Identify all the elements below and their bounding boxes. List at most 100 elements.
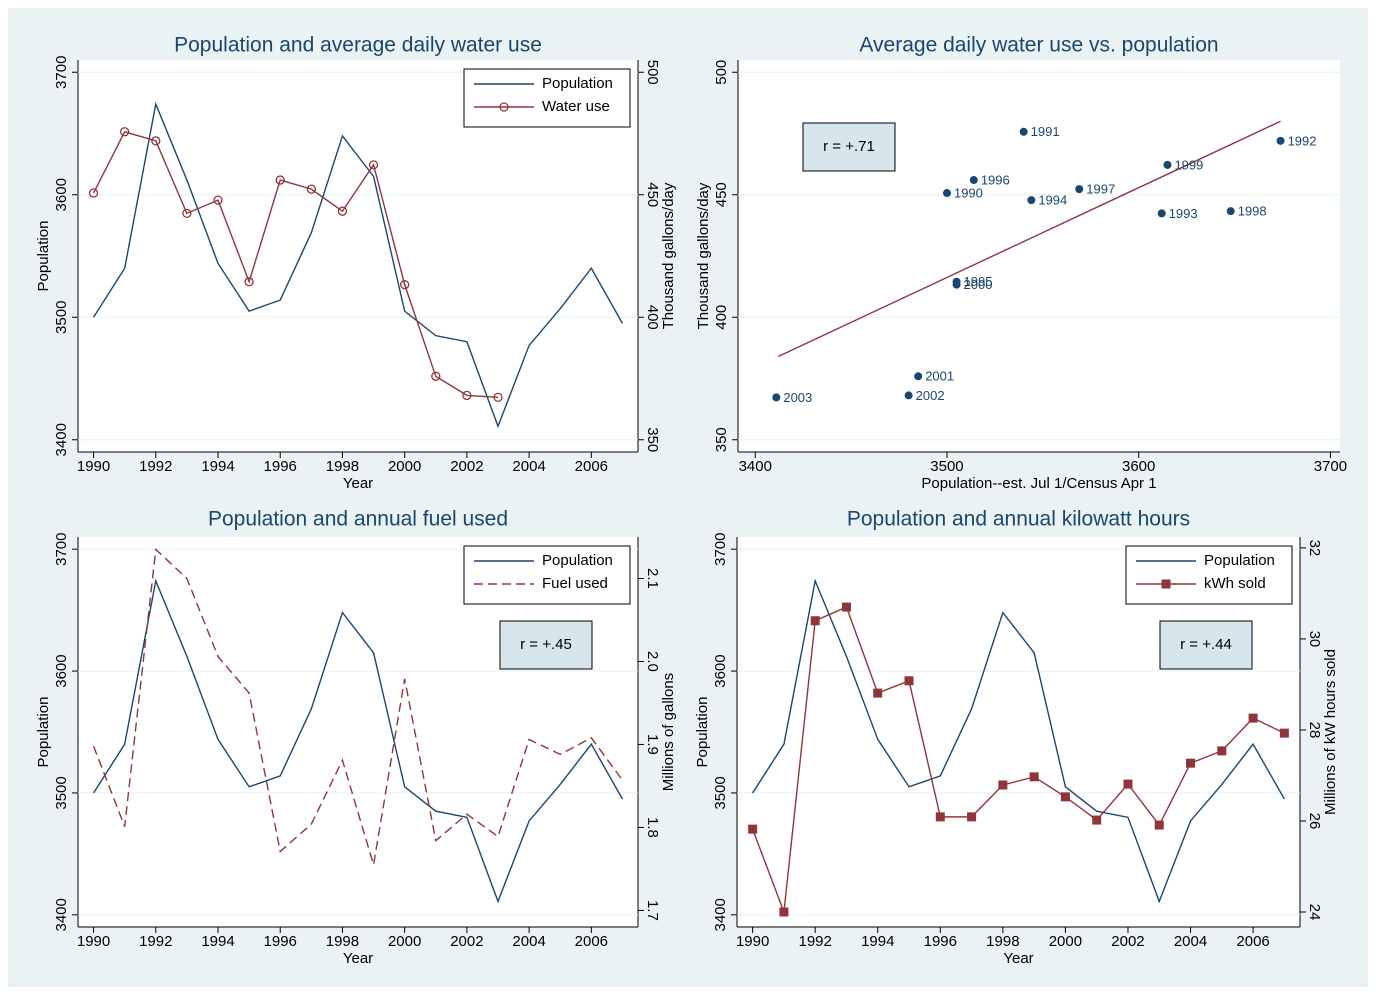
marker (493, 392, 503, 403)
marker (841, 602, 851, 612)
panel: Average daily water use vs. population 34… (695, 34, 1347, 492)
scatter-point (969, 176, 978, 185)
marker (337, 206, 348, 216)
point-label: 1993 (1169, 206, 1198, 221)
scatter-point (1226, 207, 1235, 216)
x-tick-label: 1996 (264, 458, 297, 475)
marker (182, 208, 192, 219)
marker (748, 824, 758, 834)
series-line (751, 606, 1285, 913)
x-tick-label: 2006 (575, 458, 608, 475)
chart-title: Population and average daily water use (174, 34, 542, 57)
y-tick-label: 3700 (712, 533, 729, 566)
marker (1060, 792, 1070, 802)
point-label: 1991 (1031, 124, 1060, 139)
scatter-point (1163, 160, 1172, 169)
panel: Population and average daily water use 19… (35, 34, 677, 492)
point-label: 1994 (1038, 193, 1067, 208)
marker (151, 136, 161, 146)
marker (1248, 713, 1258, 723)
x-tick-label: 1994 (201, 458, 234, 475)
plot-region (738, 60, 1340, 452)
y-tick-label: 3700 (53, 56, 70, 89)
x-tick-label: 2000 (1049, 933, 1082, 950)
x-tick-label: 1998 (986, 933, 1019, 950)
x-tick-label: 2000 (388, 458, 421, 475)
y-tick-label: 3400 (712, 898, 729, 931)
marker (306, 184, 316, 194)
legend-marker (1161, 579, 1171, 589)
annotation-box (499, 620, 593, 670)
y2-tick-label: 26 (1306, 813, 1323, 830)
y2-axis-label: Millions of kW hours sold (1322, 649, 1339, 815)
marker (400, 280, 410, 290)
x-tick-label: 1994 (861, 933, 894, 950)
x-axis-label: Year (1003, 950, 1033, 967)
series-line (752, 578, 1285, 904)
x-tick-label: 2004 (1174, 933, 1207, 950)
scatter-point (904, 391, 913, 400)
y-tick-label: 3700 (53, 533, 70, 566)
chart-title: Population and annual kilowatt hours (847, 508, 1190, 531)
y2-tick-label: 32 (1306, 540, 1323, 557)
x-tick-label: 1990 (736, 933, 769, 950)
chart-title: Population and annual fuel used (208, 508, 508, 531)
x-tick-label: 2002 (450, 458, 483, 475)
point-label: 2000 (964, 277, 993, 292)
annotation-box (802, 122, 896, 172)
y2-tick-label: 24 (1306, 904, 1323, 921)
chart-title: Average daily water use vs. population (859, 34, 1218, 57)
legend-label: Water use (542, 98, 610, 115)
marker (779, 907, 789, 917)
marker (873, 688, 883, 698)
x-axis-label: Year (343, 950, 373, 967)
series-line (92, 101, 624, 429)
marker (120, 127, 130, 137)
x-tick-label: 1990 (77, 458, 110, 475)
y-tick-label: 3600 (53, 654, 70, 687)
marker (213, 195, 223, 205)
marker (1186, 758, 1196, 768)
point-label: 1990 (954, 185, 983, 200)
marker (967, 812, 977, 822)
y2-axis-label: Thousand gallons/day (660, 182, 677, 329)
legend-label: Population (542, 552, 613, 569)
legend-label: Population (1204, 552, 1275, 569)
y2-tick-label: 2.1 (644, 568, 661, 589)
scatter-point (1027, 196, 1036, 205)
marker (904, 676, 914, 686)
series-line (92, 130, 499, 399)
scatter-point (1075, 185, 1084, 194)
y-axis-label: Population (35, 697, 52, 768)
point-label: 2002 (916, 388, 945, 403)
series-line (92, 578, 624, 904)
point-label: 1997 (1086, 182, 1115, 197)
y2-tick-label: 500 (644, 60, 661, 85)
legend-label: Fuel used (542, 575, 608, 592)
marker (1154, 820, 1164, 830)
x-tick-label: 2000 (388, 933, 421, 950)
legend-box (463, 68, 631, 128)
x-tick-label: 1992 (139, 933, 172, 950)
x-tick-label: 1992 (139, 458, 172, 475)
x-tick-label: 1994 (201, 933, 234, 950)
marker (1092, 815, 1102, 825)
x-tick-label: 2006 (575, 933, 608, 950)
marker (1029, 772, 1039, 782)
point-label: 2003 (783, 390, 812, 405)
point-label: 1996 (981, 172, 1010, 187)
x-tick-label: 2004 (512, 933, 545, 950)
annotation: r = +.44 (1180, 636, 1232, 653)
marker (998, 780, 1008, 790)
y-tick-label: 3400 (53, 423, 70, 456)
point-label: 2001 (925, 369, 954, 384)
y-tick-label: 3600 (53, 178, 70, 211)
scatter-point (1276, 136, 1285, 145)
y2-tick-label: 30 (1306, 631, 1323, 648)
y-tick-label: 400 (713, 305, 730, 330)
legend-box (1125, 545, 1293, 605)
x-axis-label: Year (343, 475, 373, 492)
scatter-point (914, 372, 923, 381)
